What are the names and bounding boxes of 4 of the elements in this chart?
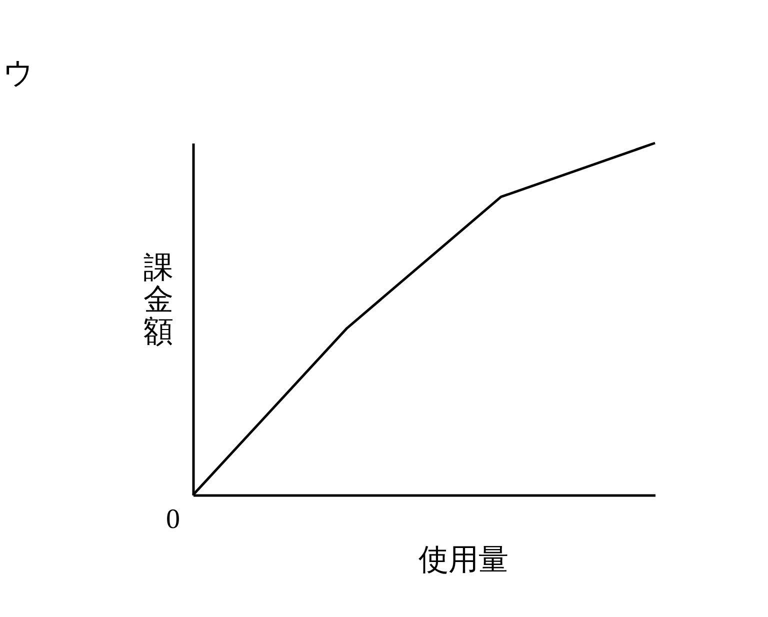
text: 0 <box>166 504 180 535</box>
chart-title: ウ <box>3 57 34 90</box>
x-axis-title: 使用量 <box>418 544 508 576</box>
y-axis-title: 課金額 <box>144 252 174 348</box>
